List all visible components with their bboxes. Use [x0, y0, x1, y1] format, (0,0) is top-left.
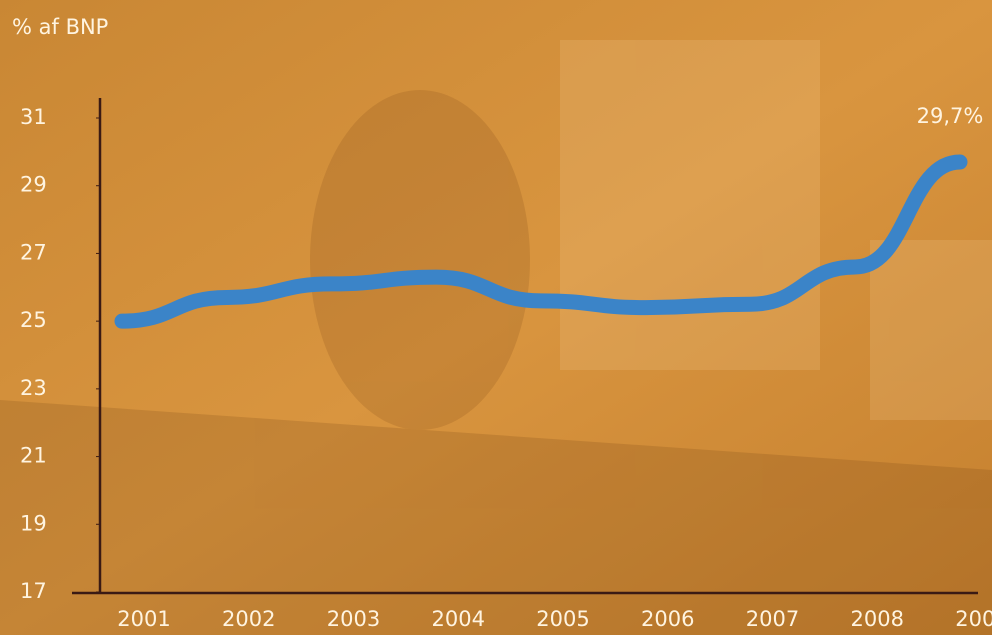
data-line [114, 154, 968, 329]
x-tick-label: 2004 [432, 607, 485, 631]
y-axis-label: % af BNP [12, 15, 108, 39]
y-tick-label: 31 [20, 105, 47, 129]
x-tick-label: 2002 [222, 607, 275, 631]
background-photo [0, 40, 992, 635]
y-tick-label: 21 [20, 444, 47, 468]
x-tick-label: 2001 [117, 607, 170, 631]
y-tick-label: 19 [20, 511, 47, 535]
x-tick-label: 2006 [641, 607, 694, 631]
x-tick-label: 2005 [536, 607, 589, 631]
y-tick-label: 23 [20, 376, 47, 400]
x-tick-label: 2008 [851, 607, 904, 631]
x-tick-label: 2003 [327, 607, 380, 631]
y-tick-label: 17 [20, 579, 47, 603]
value-label: 29,7% [917, 104, 984, 128]
x-tick-label: 2007 [746, 607, 799, 631]
y-tick-label: 29 [20, 173, 47, 197]
x-tick-label: 2009 [955, 607, 992, 631]
y-tick-label: 27 [20, 240, 47, 264]
y-tick-label: 25 [20, 308, 47, 332]
